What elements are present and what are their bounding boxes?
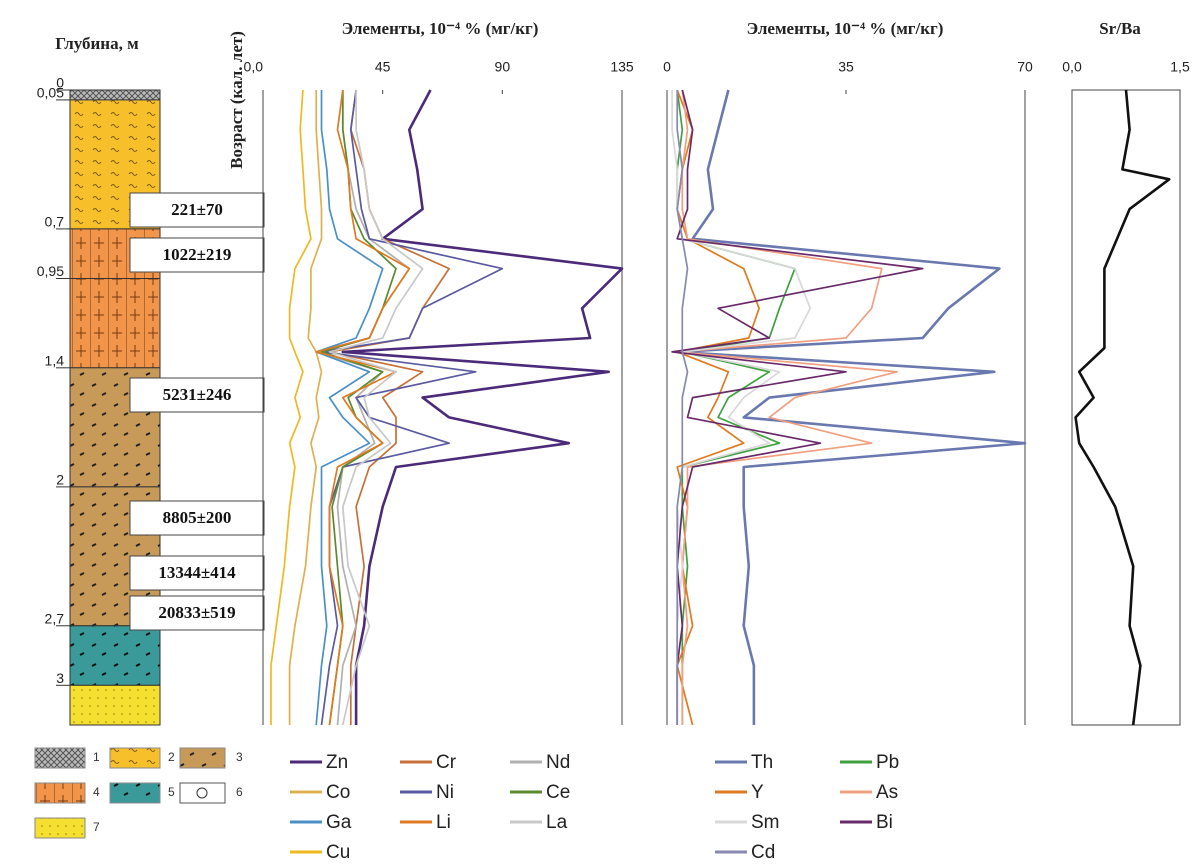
depth-tick-label: 0,7 <box>45 214 65 230</box>
legend-label: Th <box>751 752 773 773</box>
depth-tick-label: 0,05 <box>37 85 64 101</box>
x-tick-label: 90 <box>495 59 511 75</box>
x-tick-label: 135 <box>610 59 634 75</box>
column-title: Глубина, м <box>55 34 139 53</box>
age-label: 1022±219 <box>163 245 232 264</box>
x-tick-label: 45 <box>375 59 391 75</box>
series-line <box>270 89 312 725</box>
series-line <box>676 90 689 725</box>
series-line <box>328 90 424 726</box>
age-box <box>129 595 265 631</box>
legend-label: Cu <box>326 842 350 863</box>
legend-label: La <box>546 812 568 833</box>
age-box <box>129 500 265 536</box>
x-tick-label: 0,0 <box>244 59 264 75</box>
panel-title: Элементы, 10⁻⁴ % (мг/кг) <box>342 19 539 38</box>
lithology-number: 3 <box>236 750 243 764</box>
depth-tick-label: 2,7 <box>45 610 65 626</box>
panel-title: Sr/Ba <box>1099 19 1141 38</box>
lithology-number: 6 <box>236 785 243 799</box>
lithology-number: 7 <box>93 820 100 834</box>
x-tick-label: 70 <box>1017 59 1033 75</box>
legend-label: Bi <box>876 812 893 833</box>
legend-label: As <box>876 782 898 803</box>
depth-tick-label: 2 <box>56 472 64 488</box>
age-title: Возраст (кал. лет) <box>227 31 246 169</box>
legend-label: Pb <box>876 752 899 773</box>
lithology-layer <box>69 89 161 101</box>
legend-label: Nd <box>546 752 570 773</box>
lithology-number: 1 <box>93 750 100 764</box>
series-line <box>315 90 384 726</box>
lithology-number: 2 <box>168 750 175 764</box>
series-line <box>675 89 1027 725</box>
legend-label: Y <box>751 782 764 803</box>
age-label: 20833±519 <box>158 603 235 622</box>
depth-tick-label: 0,95 <box>37 263 64 279</box>
legend-label: Ni <box>436 782 454 803</box>
depth-tick-label: 3 <box>56 670 64 686</box>
lithology-legend <box>34 747 226 839</box>
lithology-number: 5 <box>168 785 175 799</box>
x-tick-label: 0,0 <box>1062 59 1082 75</box>
legend-label: Ga <box>326 812 352 833</box>
legend-label: Cd <box>751 842 775 863</box>
age-label: 221±70 <box>171 200 223 219</box>
swatch <box>109 747 161 769</box>
swatch <box>179 747 226 769</box>
lithology-layer <box>69 625 161 686</box>
depth-tick-label: 1,4 <box>45 353 65 369</box>
age-label: 13344±414 <box>158 563 236 582</box>
age-box <box>129 237 265 273</box>
lithology-layer <box>69 684 161 726</box>
swatch <box>34 817 86 839</box>
series-line <box>671 90 812 725</box>
legend-label: Sm <box>751 812 780 833</box>
legend-label: Li <box>436 812 451 833</box>
swatch <box>34 782 86 804</box>
lithology-layer <box>69 278 161 369</box>
series-line <box>328 89 450 725</box>
lithology-number: 4 <box>93 785 100 799</box>
x-tick-label: 35 <box>838 59 854 75</box>
series-line <box>288 90 323 725</box>
shell-icon <box>196 787 208 799</box>
legend-label: Ce <box>546 782 570 803</box>
legend-label: Co <box>326 782 350 803</box>
series-line <box>341 89 624 725</box>
panel-frame <box>1071 89 1181 726</box>
legend-label: Zn <box>326 752 348 773</box>
age-label: 8805±200 <box>163 508 232 527</box>
x-tick-label: 0 <box>663 59 671 75</box>
x-tick-label: 1,5 <box>1170 59 1190 75</box>
depth-tick-label: 0 <box>56 75 64 91</box>
swatch <box>109 782 161 804</box>
legend-label: Cr <box>436 752 457 773</box>
age-box <box>129 377 265 413</box>
age-box <box>129 555 265 591</box>
series-line <box>1074 89 1171 726</box>
swatch <box>34 747 86 769</box>
panel-title: Элементы, 10⁻⁴ % (мг/кг) <box>747 19 944 38</box>
age-label: 5231±246 <box>163 385 232 404</box>
age-box <box>129 192 265 228</box>
swatch <box>179 782 226 804</box>
